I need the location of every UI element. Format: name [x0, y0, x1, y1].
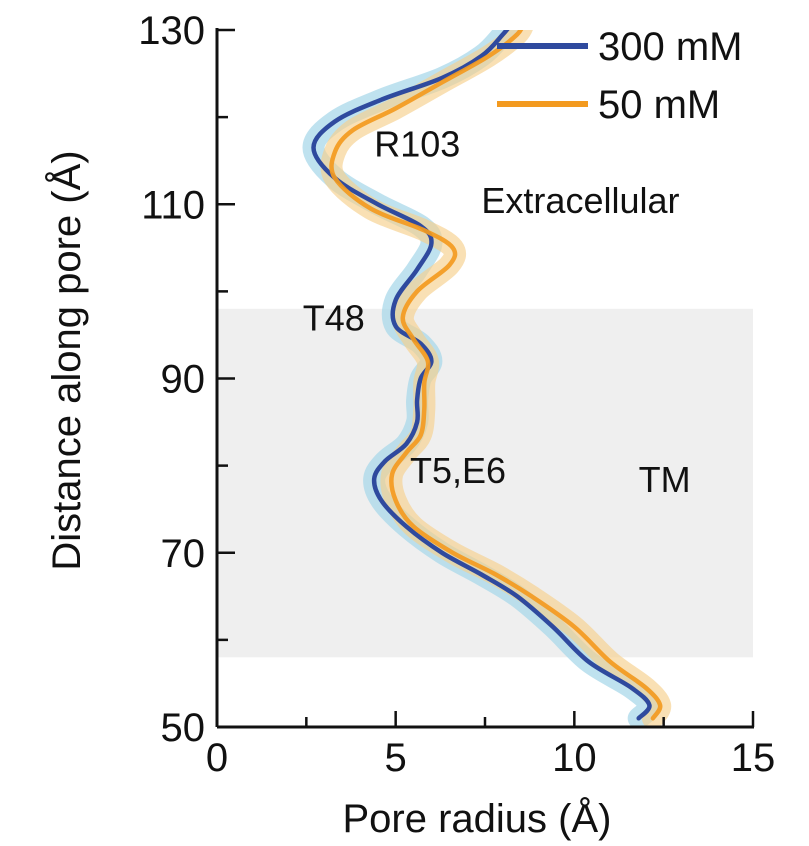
- legend-label: 50 mM: [598, 83, 720, 127]
- annotation-label: T5,E6: [410, 450, 506, 491]
- x-tick-label: 5: [385, 736, 407, 780]
- series-line-layer: [311, 30, 663, 721]
- y-tick-label: 110: [141, 183, 205, 227]
- y-tick-label: 130: [138, 9, 205, 53]
- y-tick-label: 90: [161, 358, 206, 402]
- annotation-label: Extracellular: [481, 180, 679, 221]
- axes-layer: 0 5 10 15 50 70 90 110 130 Pore radius (Å) Distanc…: [44, 9, 775, 841]
- tm-shaded-region: [217, 308, 753, 658]
- y-tick-label: 50: [161, 706, 206, 750]
- legend-label: 300 mM: [598, 25, 743, 69]
- y-tick-label: 70: [161, 532, 206, 576]
- series-line-1: [329, 30, 663, 721]
- legend: 300 mM 50 mM: [497, 25, 743, 127]
- annotation-label: R103: [374, 123, 460, 164]
- shaded-region-layer: [217, 308, 753, 658]
- x-tick-label: 10: [552, 736, 597, 780]
- x-tick-label: 15: [731, 736, 776, 780]
- annotation-label: T48: [303, 298, 365, 339]
- annotation-label: TM: [639, 459, 691, 500]
- y-axis-title: Distance along pore (Å): [44, 150, 89, 570]
- annotation-layer: R103 Extracellular T48 T5,E6 TM: [303, 123, 691, 499]
- x-tick-label: 0: [206, 736, 228, 780]
- x-axis-title: Pore radius (Å): [343, 796, 612, 841]
